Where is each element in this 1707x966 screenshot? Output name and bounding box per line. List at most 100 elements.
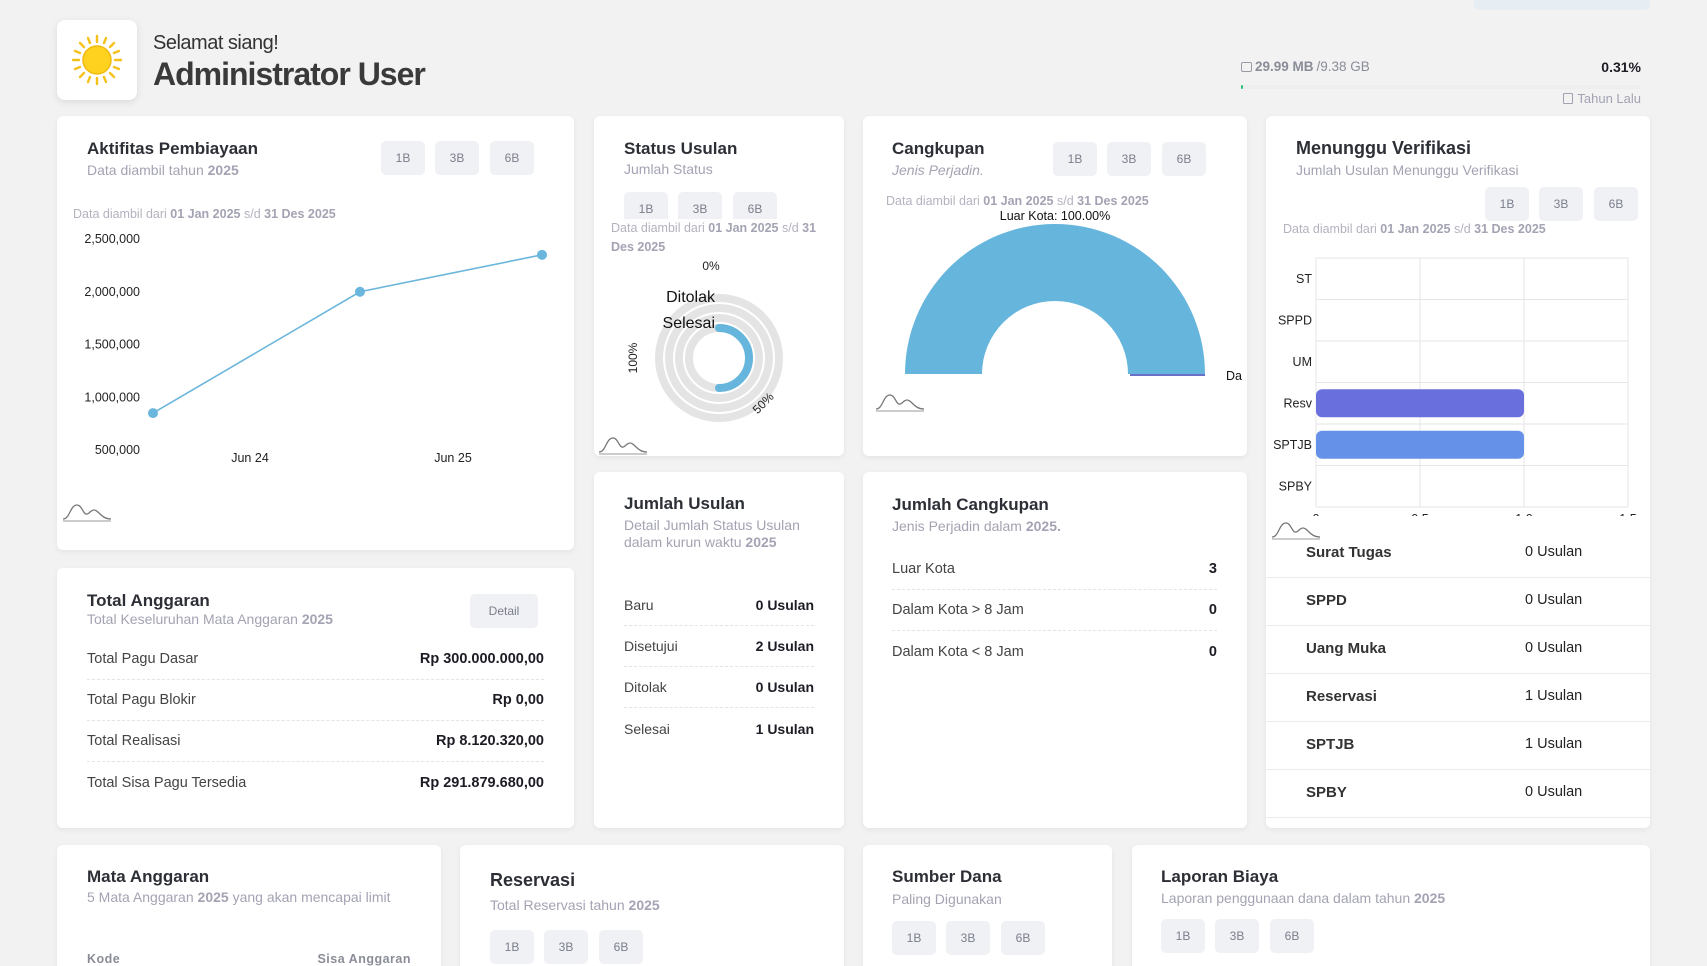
menunggu-row-surat-tugas: Surat Tugas 0 Usulan [1266, 530, 1650, 578]
cangkupan-title: Cangkupan [892, 139, 985, 158]
semi-label: Luar Kota: 100.00% [1000, 209, 1111, 223]
reservasi-title: Reservasi [490, 870, 576, 890]
aktifitas-btn-1b[interactable]: 1B [381, 141, 425, 175]
menunggu-row-uang-muka: Uang Muka 0 Usulan [1266, 626, 1650, 674]
y-tick-label: 2,000,000 [84, 285, 140, 299]
total-anggaran-sub: Total Keseluruhan Mata Anggaran 2025 [87, 611, 333, 627]
series-line [152, 254, 543, 414]
laporan-biaya-sub: Laporan penggunaan dana dalam tahun 2025 [1161, 890, 1446, 906]
reservasi-btn-1b[interactable]: 1B [490, 930, 534, 964]
detail-button[interactable]: Detail [470, 594, 538, 628]
total-anggaran-title: Total Anggaran [87, 591, 210, 610]
radial-label-ditolak: Ditolak [666, 289, 716, 306]
cangkupan-sub: Jenis Perjadin. [892, 162, 984, 178]
total-anggaran-row: Total Pagu Blokir Rp 0,00 [87, 680, 544, 721]
y-category-label: SPBY [1279, 479, 1313, 493]
x-tick-label: 1.0 [1515, 512, 1532, 516]
sumber-dana-card: Sumber Dana Paling Digunakan 1B 3B 6B [863, 845, 1112, 966]
menunggu-row-spby: SPBY 0 Usulan [1266, 770, 1650, 818]
menunggu-row-sptjb: SPTJB 1 Usulan [1266, 722, 1650, 770]
jumlah-usulan-title: Jumlah Usulan [624, 494, 745, 513]
reservasi-btn-3b[interactable]: 3B [544, 930, 588, 964]
sumber-dana-title: Sumber Dana [892, 867, 1002, 886]
reservasi-btn-6b[interactable]: 6B [599, 930, 643, 964]
sumber-dana-sub: Paling Digunakan [892, 891, 1002, 907]
chart-icon [1563, 93, 1574, 104]
storage-info: 29.99 MB/9.38 GB [1241, 59, 1370, 74]
sumber-btn-6b[interactable]: 6B [1001, 921, 1045, 955]
aktifitas-btn-3b[interactable]: 3B [435, 141, 479, 175]
radial-track [655, 294, 783, 422]
menunggu-title: Menunggu Verifikasi [1296, 138, 1472, 158]
aktifitas-sub: Data diambil tahun 2025 [87, 162, 239, 178]
menunggu-btn-3b[interactable]: 3B [1539, 187, 1583, 221]
storage-progress [1241, 85, 1641, 89]
chart-placeholder-icon [62, 504, 112, 522]
total-anggaran-row: Total Realisasi Rp 8.120.320,00 [87, 721, 544, 762]
jumlah-usulan-card: Jumlah Usulan Detail Jumlah Status Usula… [594, 472, 844, 828]
laporan-biaya-title: Laporan Biaya [1161, 867, 1279, 886]
sumber-btn-1b[interactable]: 1B [892, 921, 936, 955]
radial-axis-0: 0% [702, 259, 720, 273]
laporan-biaya-card: Laporan Biaya Laporan penggunaan dana da… [1132, 845, 1650, 966]
mata-anggaran-sub: 5 Mata Anggaran 2025 yang akan mencapai … [87, 889, 391, 905]
aktifitas-title: Aktifitas Pembiayaan [87, 139, 259, 158]
radial-axis-100: 100% [626, 342, 640, 373]
cangkupan-btn-1b[interactable]: 1B [1053, 142, 1097, 176]
y-tick-label: 500,000 [95, 443, 140, 457]
cangkupan-btn-3b[interactable]: 3B [1107, 142, 1151, 176]
jumlah-cangkupan-title: Jumlah Cangkupan [892, 495, 1049, 514]
y-category-label: SPTJB [1273, 438, 1312, 452]
x-tick-label: 1.5 [1619, 512, 1636, 516]
bar [1316, 430, 1524, 459]
last-year-link[interactable]: Tahun Lalu [1563, 91, 1641, 106]
menunggu-btn-6b[interactable]: 6B [1594, 187, 1638, 221]
cangkupan-note: Data diambil dari 01 Jan 2025 s/d 31 Des… [886, 194, 1149, 208]
storage-percent: 0.31% [1601, 59, 1641, 75]
aktifitas-btn-6b[interactable]: 6B [490, 141, 534, 175]
menunggu-row-sppd: SPPD 0 Usulan [1266, 578, 1650, 626]
line-chart: 2,500,000 2,000,000 1,500,000 1,000,000 500,… [84, 232, 547, 465]
data-point [148, 408, 158, 419]
laporan-btn-3b[interactable]: 3B [1215, 919, 1259, 953]
jumlah-cangkupan-row: Luar Kota 3 [892, 548, 1217, 590]
y-category-label: Resv [1284, 396, 1313, 410]
y-tick-label: 1,000,000 [84, 390, 140, 404]
radial-label-selesai: Selesai [663, 315, 715, 332]
radial-track [675, 314, 763, 402]
y-category-label: SPPD [1278, 313, 1312, 327]
chart-placeholder-icon [1271, 522, 1321, 540]
y-category-label: UM [1293, 355, 1312, 369]
x-tick-label: Jun 25 [434, 451, 472, 465]
mata-anggaran-title: Mata Anggaran [87, 867, 210, 886]
greeting: Selamat siang! [153, 32, 279, 54]
selesai-arc [715, 324, 753, 392]
status-note: Data diambil dari 01 Jan 2025 s/d 31 Des… [611, 219, 831, 257]
cangkupan-btn-6b[interactable]: 6B [1162, 142, 1206, 176]
jumlah-usulan-row: Baru 0 Usulan [624, 584, 814, 626]
x-tick-label: 0.5 [1411, 512, 1428, 516]
chart-placeholder-icon [875, 394, 925, 412]
storage-used: 29.99 MB [1255, 59, 1314, 74]
hbar-chart: ST SPPD UM Resv SPTJB SPBY 0 0.5 1.0 1.5 [1273, 257, 1637, 516]
status-usulan-title: Status Usulan [624, 139, 738, 158]
jumlah-cangkupan-sub: Jenis Perjadin dalam 2025. [892, 518, 1061, 534]
laporan-btn-1b[interactable]: 1B [1161, 919, 1205, 953]
y-category-label: ST [1296, 272, 1312, 286]
y-tick-label: 2,500,000 [84, 232, 140, 246]
radial-track [665, 304, 773, 412]
data-point [537, 249, 547, 260]
sumber-btn-3b[interactable]: 3B [946, 921, 990, 955]
data-point [355, 286, 365, 297]
mata-anggaran-card: Mata Anggaran 5 Mata Anggaran 2025 yang … [57, 845, 441, 966]
aktifitas-card: Aktifitas Pembiayaan Data diambil tahun … [57, 116, 574, 550]
reservasi-sub: Total Reservasi tahun 2025 [490, 897, 660, 913]
menunggu-sub: Jumlah Usulan Menunggu Verifikasi [1296, 162, 1519, 178]
menunggu-btn-1b[interactable]: 1B [1485, 187, 1529, 221]
laporan-btn-6b[interactable]: 6B [1270, 919, 1314, 953]
y-tick-label: 1,500,000 [84, 338, 140, 352]
weather-avatar [57, 20, 137, 100]
total-anggaran-card: Total Anggaran Total Keseluruhan Mata An… [57, 568, 574, 828]
database-icon [1241, 61, 1252, 72]
